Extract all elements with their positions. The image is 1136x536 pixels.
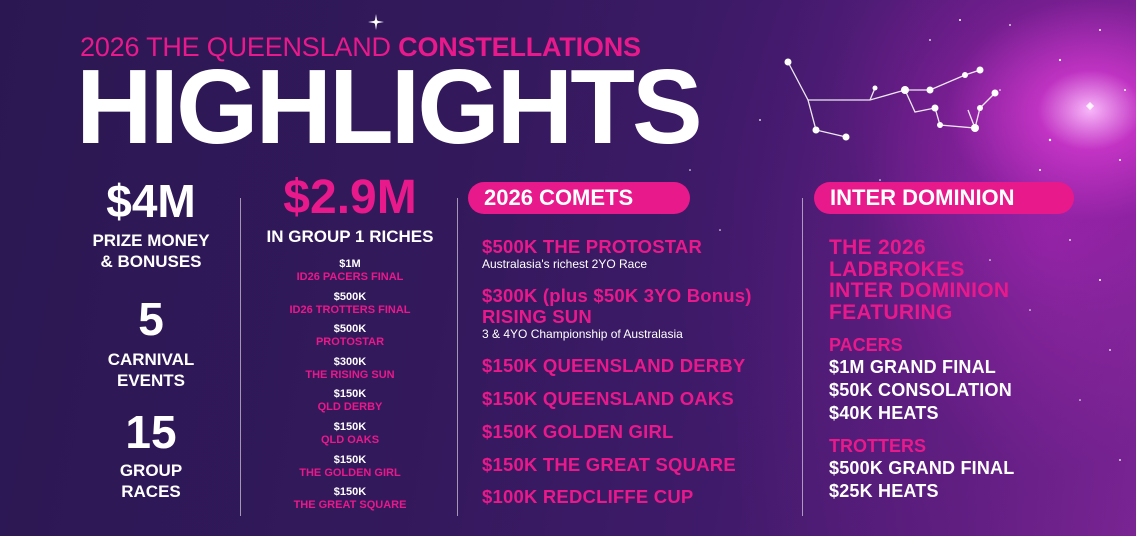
stat-label: GROUP — [119, 461, 183, 480]
list-item: $300K (plus $50K 3YO Bonus) RISING SUN 3… — [482, 285, 802, 355]
list-item: $150K QUEENSLAND DERBY — [482, 355, 802, 388]
trotters-heading: TROTTERS — [829, 436, 926, 456]
stat-value: $4M — [106, 175, 196, 227]
stat-label: PRIZE MONEY — [92, 231, 210, 250]
list-item: $150K QUEENSLAND OAKS — [482, 388, 802, 421]
column-divider — [240, 198, 241, 516]
comet-title: $100K REDCLIFFE CUP — [482, 486, 694, 507]
list-item: $300K THE RISING SUN — [245, 356, 455, 389]
column-divider — [457, 198, 458, 516]
feature-line: THE 2026 — [829, 236, 926, 259]
trotters-item: $500K GRAND FINAL — [829, 458, 1015, 478]
race-amount: $150K — [333, 420, 367, 433]
stat-label: CARNIVAL — [107, 350, 195, 369]
comet-description: 3 & 4YO Championship of Australasia — [482, 327, 683, 341]
feature-line: FEATURING — [829, 300, 953, 324]
list-item: $1M ID26 PACERS FINAL — [245, 258, 455, 291]
group1-list: $1M ID26 PACERS FINAL $500K ID26 TROTTERS … — [245, 258, 455, 519]
list-item: $100K REDCLIFFE CUP — [482, 486, 802, 518]
stat-group-races: 15 GROUP RACES — [72, 409, 230, 502]
race-amount: $150K — [333, 388, 367, 401]
comets-heading: 2026 COMETS — [468, 182, 690, 214]
stat-label: RACES — [121, 482, 181, 501]
list-item: $500K THE PROTOSTAR Australasia's riches… — [482, 236, 802, 285]
race-name: ID26 PACERS FINAL — [296, 271, 404, 283]
list-item: $150K THE GOLDEN GIRL — [245, 454, 455, 487]
comet-title: $150K QUEENSLAND OAKS — [482, 387, 734, 409]
comet-title: $300K (plus $50K 3YO Bonus) — [482, 285, 752, 306]
race-amount: $1M — [339, 258, 361, 270]
comet-title: $500K THE PROTOSTAR — [482, 236, 703, 257]
pacers-item: $40K HEATS — [829, 403, 939, 423]
race-name: THE GOLDEN GIRL — [299, 466, 401, 479]
race-amount: $150K — [333, 453, 367, 466]
race-amount: $500K — [333, 290, 367, 303]
list-item: $150K QLD OAKS — [245, 421, 455, 454]
list-item: $500K PROTOSTAR — [245, 323, 455, 356]
race-name: QLD DERBY — [317, 401, 383, 414]
race-name: PROTOSTAR — [315, 336, 385, 349]
race-amount: $500K — [333, 323, 367, 336]
pacers-item: $50K CONSOLATION — [829, 380, 1012, 400]
comet-description: Australasia's richest 2YO Race — [482, 257, 648, 271]
group1-caption: IN GROUP 1 RICHES — [266, 227, 434, 246]
stat-value: 15 — [125, 406, 177, 458]
race-name: THE GREAT SQUARE — [293, 499, 407, 512]
comets-list: $500K THE PROTOSTAR Australasia's riches… — [482, 236, 802, 518]
group1-total: $2.9M — [283, 171, 417, 224]
inter-dominion-heading: INTER DOMINION — [814, 182, 1074, 214]
inter-dominion-details: THE 2026 LADBROKES INTER DOMINION FEATUR… — [829, 237, 1119, 503]
event-subtitle: 2026 THE QUEENSLAND CONSTELLATIONS — [80, 32, 641, 63]
stat-value: 5 — [138, 293, 164, 345]
stat-prize-money: $4M PRIZE MONEY & BONUSES — [72, 178, 230, 272]
page-title: HIGHLIGHTS — [76, 48, 703, 166]
comet-title: $150K GOLDEN GIRL — [482, 420, 674, 442]
race-amount: $150K — [333, 486, 367, 499]
comet-title: RISING SUN — [482, 306, 592, 327]
list-item: $150K QLD DERBY — [245, 388, 455, 421]
feature-line: INTER DOMINION — [829, 279, 1010, 302]
constellation-icon — [784, 58, 999, 141]
subtitle-bold: CONSTELLATIONS — [398, 32, 641, 62]
column-divider — [802, 198, 803, 516]
trotters-item: $25K HEATS — [829, 481, 939, 501]
race-name: THE RISING SUN — [305, 368, 395, 381]
pacers-item: $1M GRAND FINAL — [829, 357, 997, 377]
list-item: $150K THE GREAT SQUARE — [482, 454, 802, 487]
pacers-heading: PACERS — [829, 335, 903, 355]
race-name: QLD OAKS — [320, 433, 380, 446]
feature-line: LADBROKES — [829, 257, 965, 281]
race-name: ID26 TROTTERS FINAL — [289, 303, 411, 316]
list-item: $150K GOLDEN GIRL — [482, 421, 802, 454]
list-item: $150K THE GREAT SQUARE — [245, 486, 455, 519]
subtitle-prefix: 2026 THE QUEENSLAND — [80, 32, 399, 62]
list-item: $500K ID26 TROTTERS FINAL — [245, 291, 455, 324]
stat-carnival-events: 5 CARNIVAL EVENTS — [72, 296, 230, 391]
race-amount: $300K — [333, 355, 367, 368]
comet-title: $150K THE GREAT SQUARE — [482, 453, 736, 475]
stat-label: & BONUSES — [100, 252, 202, 271]
comet-title: $150K QUEENSLAND DERBY — [482, 355, 746, 376]
stat-label: EVENTS — [116, 371, 186, 390]
